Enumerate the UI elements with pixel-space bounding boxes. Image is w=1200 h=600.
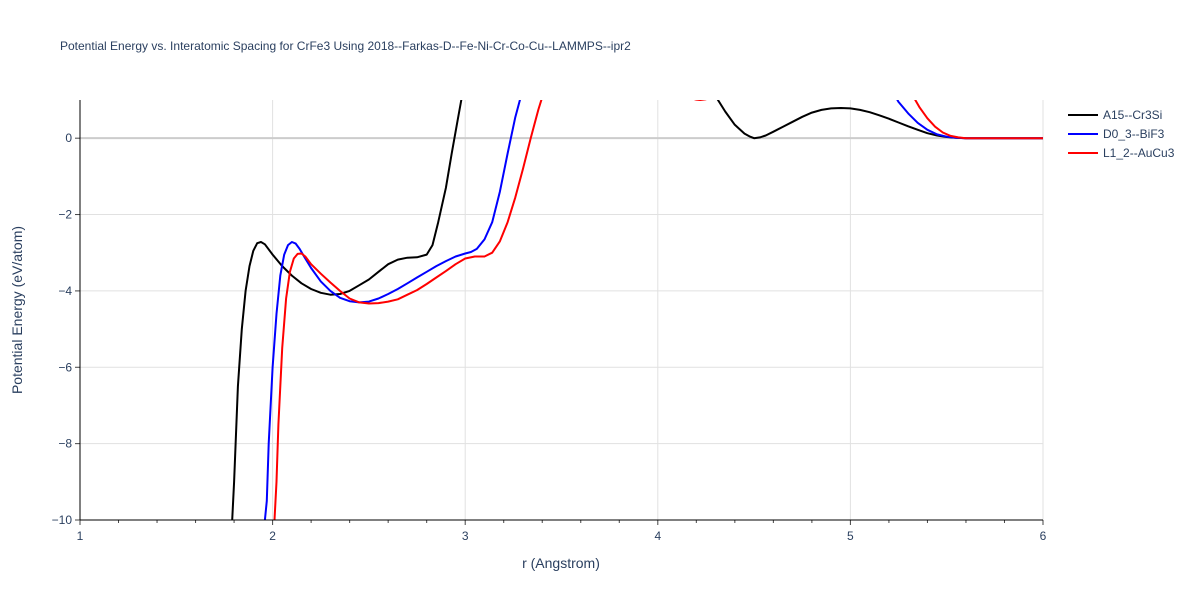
- y-tick-label: −6: [58, 360, 72, 374]
- x-tick-label: 3: [462, 529, 469, 543]
- y-tick-label: 0: [65, 131, 72, 145]
- series-line-l1-2-aucu3: [273, 100, 543, 520]
- x-ticks: 1 2 3 4 5 6: [77, 520, 1047, 543]
- legend-label-a15-cr3si: A15--Cr3Si: [1103, 108, 1162, 122]
- y-tick-label: −2: [58, 208, 72, 222]
- x-axis-title: r (Angstrom): [522, 555, 600, 571]
- series-group: [231, 100, 1043, 520]
- x-tick-label: 2: [269, 529, 276, 543]
- legend: A15--Cr3Si D0_3--BiF3 L1_2--AuCu3: [1068, 108, 1175, 160]
- y-ticks: 0 −2 −4 −6 −8 −10: [52, 131, 80, 527]
- series-line-d0-3-bif3: [263, 100, 521, 520]
- y-axis-title: Potential Energy (eV/atom): [9, 226, 25, 394]
- x-tick-label: 1: [77, 529, 84, 543]
- series-line-l1-2-aucu3-seg3: [914, 100, 1043, 140]
- chart-title: Potential Energy vs. Interatomic Spacing…: [60, 39, 631, 53]
- x-tick-label: 4: [654, 529, 661, 543]
- y-tick-label: −4: [58, 284, 72, 298]
- legend-label-d0-3-bif3: D0_3--BiF3: [1103, 127, 1165, 141]
- legend-label-l1-2-aucu3: L1_2--AuCu3: [1103, 146, 1175, 160]
- y-tick-label: −8: [58, 437, 72, 451]
- series-line-a15-cr3si: [231, 100, 463, 520]
- y-tick-label: −10: [52, 513, 73, 527]
- x-tick-label: 5: [847, 529, 854, 543]
- x-tick-label: 6: [1040, 529, 1047, 543]
